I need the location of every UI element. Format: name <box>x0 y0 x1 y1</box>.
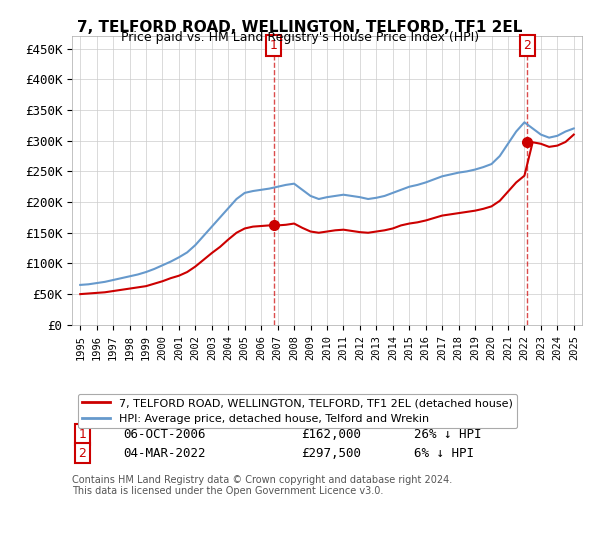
Text: £297,500: £297,500 <box>302 447 361 460</box>
Text: 26% ↓ HPI: 26% ↓ HPI <box>414 428 481 441</box>
Text: 2: 2 <box>78 447 86 460</box>
Text: 2: 2 <box>523 39 531 52</box>
Text: 1: 1 <box>78 428 86 441</box>
Text: Contains HM Land Registry data © Crown copyright and database right 2024.
This d: Contains HM Land Registry data © Crown c… <box>72 475 452 496</box>
Text: 1: 1 <box>269 39 277 52</box>
Text: 6% ↓ HPI: 6% ↓ HPI <box>414 447 474 460</box>
Text: 7, TELFORD ROAD, WELLINGTON, TELFORD, TF1 2EL: 7, TELFORD ROAD, WELLINGTON, TELFORD, TF… <box>77 20 523 35</box>
Text: 06-OCT-2006: 06-OCT-2006 <box>123 428 205 441</box>
Text: £162,000: £162,000 <box>302 428 361 441</box>
Text: Price paid vs. HM Land Registry's House Price Index (HPI): Price paid vs. HM Land Registry's House … <box>121 31 479 44</box>
Legend: 7, TELFORD ROAD, WELLINGTON, TELFORD, TF1 2EL (detached house), HPI: Average pri: 7, TELFORD ROAD, WELLINGTON, TELFORD, TF… <box>77 394 517 428</box>
Text: 04-MAR-2022: 04-MAR-2022 <box>123 447 205 460</box>
